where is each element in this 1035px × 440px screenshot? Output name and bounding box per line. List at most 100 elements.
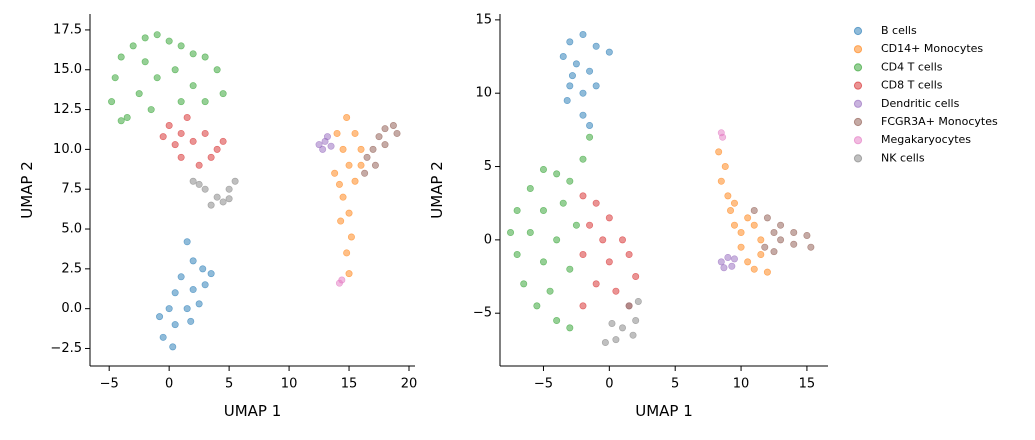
point	[763, 268, 771, 276]
point	[375, 133, 383, 141]
y-tick-label: 17.5	[53, 22, 82, 37]
point	[608, 319, 616, 327]
x-axis-label: UMAP 1	[224, 402, 282, 420]
legend-label: B cells	[881, 24, 917, 37]
point	[715, 148, 723, 156]
point	[171, 321, 179, 329]
point	[526, 229, 534, 237]
point	[187, 317, 195, 325]
point	[763, 214, 771, 222]
point	[579, 89, 587, 97]
point	[201, 281, 209, 289]
point	[189, 137, 197, 145]
point	[625, 251, 633, 259]
point	[605, 258, 613, 266]
point	[213, 66, 221, 74]
x-axis-label: UMAP 1	[635, 402, 693, 420]
x-tick-label: −5	[534, 377, 553, 392]
y-tick-label: 2.5	[61, 261, 82, 276]
point	[579, 31, 587, 39]
point	[586, 121, 594, 129]
x-tick-label: 20	[401, 377, 418, 392]
point	[199, 265, 207, 273]
point	[546, 287, 554, 295]
point	[612, 287, 620, 295]
point	[189, 50, 197, 58]
y-tick-label: 12.5	[53, 102, 82, 117]
point	[724, 192, 732, 200]
point	[337, 217, 345, 225]
point	[159, 333, 167, 341]
point	[195, 180, 203, 188]
point	[777, 221, 785, 229]
point	[605, 214, 613, 222]
point	[599, 236, 607, 244]
legend-label: CD14+ Monocytes	[881, 42, 983, 55]
point	[165, 37, 173, 45]
point	[566, 38, 574, 46]
point	[586, 221, 594, 229]
point	[730, 199, 738, 207]
y-axis-label: UMAP 2	[428, 161, 446, 219]
x-tick-label: 10	[733, 377, 750, 392]
point	[159, 133, 167, 141]
point	[737, 229, 745, 237]
point	[579, 155, 587, 163]
point	[553, 236, 561, 244]
point	[363, 153, 371, 161]
point	[108, 98, 116, 106]
point	[559, 53, 567, 61]
point	[195, 161, 203, 169]
point	[351, 129, 359, 137]
y-tick-label: 0.0	[61, 301, 82, 316]
point	[165, 121, 173, 129]
point	[526, 185, 534, 193]
point	[189, 82, 197, 90]
point	[147, 106, 155, 114]
point	[207, 153, 215, 161]
legend-marker	[853, 63, 863, 72]
point	[225, 185, 233, 193]
point	[343, 114, 351, 122]
point	[393, 129, 401, 137]
point	[183, 305, 191, 313]
point	[369, 145, 377, 153]
point	[727, 207, 735, 215]
point	[201, 53, 209, 61]
x-tick-label: 5	[225, 377, 233, 392]
point	[183, 114, 191, 122]
point	[169, 343, 177, 351]
point	[566, 265, 574, 273]
point	[207, 270, 215, 278]
y-tick-label: 5.0	[61, 222, 82, 237]
point	[730, 255, 738, 263]
point	[177, 42, 185, 50]
point	[533, 302, 541, 310]
point	[219, 90, 227, 98]
point	[520, 280, 528, 288]
point	[717, 258, 725, 266]
x-tick-label: 0	[605, 377, 613, 392]
legend-marker	[853, 99, 863, 108]
point	[539, 258, 547, 266]
point	[572, 221, 580, 229]
point	[141, 34, 149, 42]
point	[539, 207, 547, 215]
point	[601, 339, 609, 347]
point	[323, 133, 331, 141]
point	[117, 53, 125, 61]
point	[195, 300, 203, 308]
x-tick-label: 15	[799, 377, 816, 392]
point	[629, 331, 637, 339]
point	[744, 214, 752, 222]
legend-marker	[853, 136, 863, 145]
point	[572, 60, 580, 68]
x-tick-label: 5	[671, 377, 679, 392]
legend-marker	[853, 45, 863, 54]
x-tick-label: 15	[341, 377, 358, 392]
point	[632, 317, 640, 325]
point	[111, 74, 119, 82]
point	[728, 262, 736, 270]
legend-marker	[853, 154, 863, 163]
point	[357, 161, 365, 169]
